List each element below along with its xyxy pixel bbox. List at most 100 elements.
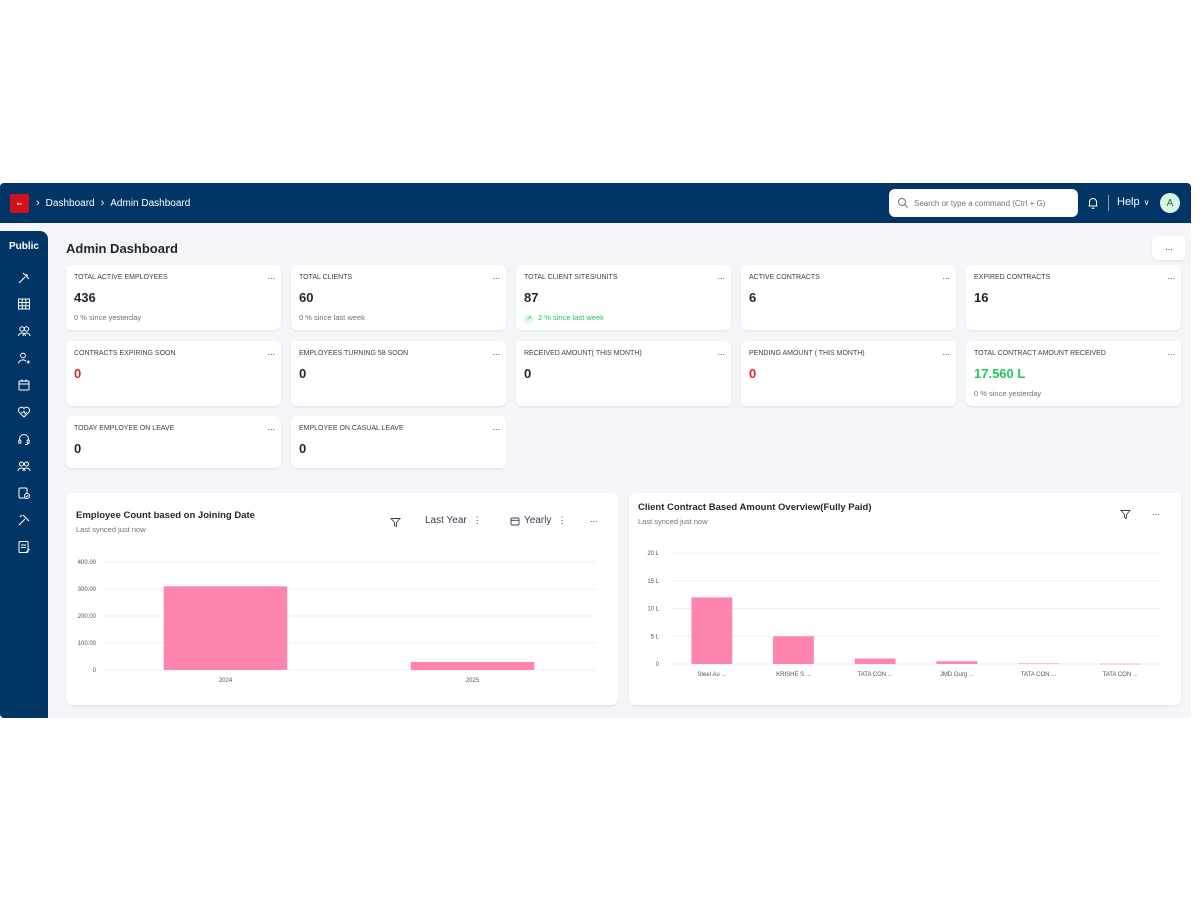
card-value: 0 xyxy=(74,441,82,456)
card-total-client-sites[interactable]: TOTAL CLIENT SITES/UNITS ... 87 ↗ 2 % sin… xyxy=(516,265,731,330)
card-label: TOTAL CONTRACT AMOUNT RECEIVED xyxy=(974,350,1106,357)
y-tick-label: 200.00 xyxy=(78,614,97,620)
chart-client-contract-amount: Client Contract Based Amount Overview(Fu… xyxy=(629,493,1181,705)
report-icon[interactable] xyxy=(17,540,31,554)
tools-icon[interactable] xyxy=(17,271,31,285)
card-value: 0 xyxy=(749,366,757,381)
card-more-button[interactable]: ... xyxy=(942,347,950,357)
calendar-icon[interactable] xyxy=(17,378,31,392)
card-value: 0 xyxy=(524,366,532,381)
y-tick-label: 0 xyxy=(656,662,660,668)
navbar-divider xyxy=(1108,195,1109,211)
card-sub: 0 % since last week xyxy=(299,313,365,322)
card-more-button[interactable]: ... xyxy=(267,347,275,357)
user-add-icon[interactable] xyxy=(17,351,31,365)
card-label: TODAY EMPLOYEE ON LEAVE xyxy=(74,425,175,432)
chart-sync-status: Last synced just now xyxy=(638,517,708,526)
help-label: Help xyxy=(1117,196,1140,208)
card-value: 0 xyxy=(74,366,82,381)
heart-icon[interactable] xyxy=(17,405,31,419)
card-pending-amount[interactable]: PENDING AMOUNT ( THIS MONTH) ... 0 xyxy=(741,341,956,406)
y-tick-label: 100.00 xyxy=(78,641,97,647)
breadcrumb-dashboard[interactable]: Dashboard xyxy=(45,197,95,209)
table-icon[interactable] xyxy=(17,297,31,311)
card-more-button[interactable]: ... xyxy=(717,271,725,281)
navbar: tbc › Dashboard › Admin Dashboard Search… xyxy=(0,183,1191,223)
avatar[interactable]: A xyxy=(1160,193,1180,213)
chart-more-button[interactable]: ... xyxy=(590,514,598,524)
period-dropdown[interactable]: Last Year ⋮ xyxy=(425,515,482,526)
card-label: RECEIVED AMOUNT( THIS MONTH) xyxy=(524,350,642,357)
group-icon[interactable] xyxy=(17,459,31,473)
card-sub-text: 2 % since last week xyxy=(538,313,604,322)
x-tick-label: KRISHE S ... xyxy=(776,672,811,678)
help-menu[interactable]: Help ∨ xyxy=(1117,196,1149,208)
card-value: 17.560 L xyxy=(974,366,1026,381)
filter-icon[interactable] xyxy=(390,517,401,528)
card-label: TOTAL CLIENT SITES/UNITS xyxy=(524,274,618,281)
notification-bell-icon[interactable] xyxy=(1086,196,1100,210)
card-more-button[interactable]: ... xyxy=(1167,347,1175,357)
x-tick-label: Steel Au ... xyxy=(697,672,726,678)
x-tick-label: TATA CON ... xyxy=(857,672,893,678)
card-label: TOTAL ACTIVE EMPLOYEES xyxy=(74,274,168,281)
card-more-button[interactable]: ... xyxy=(492,271,500,281)
card-value: 0 xyxy=(299,366,307,381)
bar xyxy=(854,658,896,664)
y-tick-label: 300.00 xyxy=(78,587,97,593)
chart-more-button[interactable]: ... xyxy=(1152,507,1160,517)
bar xyxy=(1018,663,1059,665)
card-value: 60 xyxy=(299,290,314,305)
card-more-button[interactable]: ... xyxy=(492,422,500,432)
card-received-amount[interactable]: RECEIVED AMOUNT( THIS MONTH) ... 0 xyxy=(516,341,731,406)
card-total-active-employees[interactable]: TOTAL ACTIVE EMPLOYEES ... 436 0 % since… xyxy=(66,265,281,330)
y-tick-label: 400.00 xyxy=(78,560,97,566)
card-more-button[interactable]: ... xyxy=(267,271,275,281)
card-value: 16 xyxy=(974,290,989,305)
filter-icon[interactable] xyxy=(1120,509,1131,520)
card-employees-turning-58[interactable]: EMPLOYEES TURNING 58 SOON ... 0 xyxy=(291,341,506,406)
card-employee-on-casual-leave[interactable]: EMPLOYEE ON CASUAL LEAVE ... 0 xyxy=(291,416,506,468)
company-logo[interactable]: tbc xyxy=(10,194,29,213)
card-total-clients[interactable]: TOTAL CLIENTS ... 60 0 % since last week xyxy=(291,265,506,330)
card-total-contract-amount-received[interactable]: TOTAL CONTRACT AMOUNT RECEIVED ... 17.56… xyxy=(966,341,1181,406)
avatar-initial: A xyxy=(1166,197,1174,209)
bar xyxy=(410,661,535,670)
card-more-button[interactable]: ... xyxy=(942,271,950,281)
y-tick-label: 5 L xyxy=(651,634,660,640)
document-check-icon[interactable] xyxy=(17,486,31,500)
headset-icon[interactable] xyxy=(17,432,31,446)
app-window: tbc › Dashboard › Admin Dashboard Search… xyxy=(0,183,1191,718)
breadcrumb: › Dashboard › Admin Dashboard xyxy=(36,183,196,223)
tools-alt-icon[interactable] xyxy=(17,513,31,527)
employee-count-bar-chart: 400.00 300.00 200.00 100.00 0 2024 2025 xyxy=(78,560,596,684)
card-today-employee-on-leave[interactable]: TODAY EMPLOYEE ON LEAVE ... 0 xyxy=(66,416,281,468)
card-expired-contracts[interactable]: EXPIRED CONTRACTS ... 16 xyxy=(966,265,1181,330)
card-value: 6 xyxy=(749,290,757,305)
card-sub: 0 % since yesterday xyxy=(974,389,1042,398)
sidebar: Public xyxy=(0,231,48,718)
period-label: Last Year xyxy=(425,515,467,526)
card-more-button[interactable]: ... xyxy=(717,347,725,357)
x-tick-label: TATA CON ... xyxy=(1102,672,1138,678)
breadcrumb-admin-dashboard[interactable]: Admin Dashboard xyxy=(110,197,191,209)
bar xyxy=(936,661,978,664)
card-contracts-expiring-soon[interactable]: CONTRACTS EXPIRING SOON ... 0 xyxy=(66,341,281,406)
card-more-button[interactable]: ... xyxy=(1167,271,1175,281)
card-more-button[interactable]: ... xyxy=(492,347,500,357)
page-more-button[interactable]: ... xyxy=(1152,236,1186,260)
card-more-button[interactable]: ... xyxy=(267,422,275,432)
kebab-icon: ⋮ xyxy=(557,515,567,525)
chart-title: Client Contract Based Amount Overview(Fu… xyxy=(638,502,872,513)
y-tick-label: 10 L xyxy=(647,607,659,613)
x-tick-label: JMD Gurg ... xyxy=(940,672,974,678)
card-active-contracts[interactable]: ACTIVE CONTRACTS ... 6 xyxy=(741,265,956,330)
interval-dropdown[interactable]: Yearly ⋮ xyxy=(510,515,566,526)
sidebar-workspace-label[interactable]: Public xyxy=(8,241,39,252)
search-placeholder: Search or type a command (Ctrl + G) xyxy=(914,198,1046,208)
card-sub: ↗ 2 % since last week xyxy=(524,313,604,324)
users-icon[interactable] xyxy=(17,324,31,338)
search-input[interactable]: Search or type a command (Ctrl + G) xyxy=(889,189,1078,217)
card-label: CONTRACTS EXPIRING SOON xyxy=(74,350,176,357)
card-sub: 0 % since yesterday xyxy=(74,313,142,322)
